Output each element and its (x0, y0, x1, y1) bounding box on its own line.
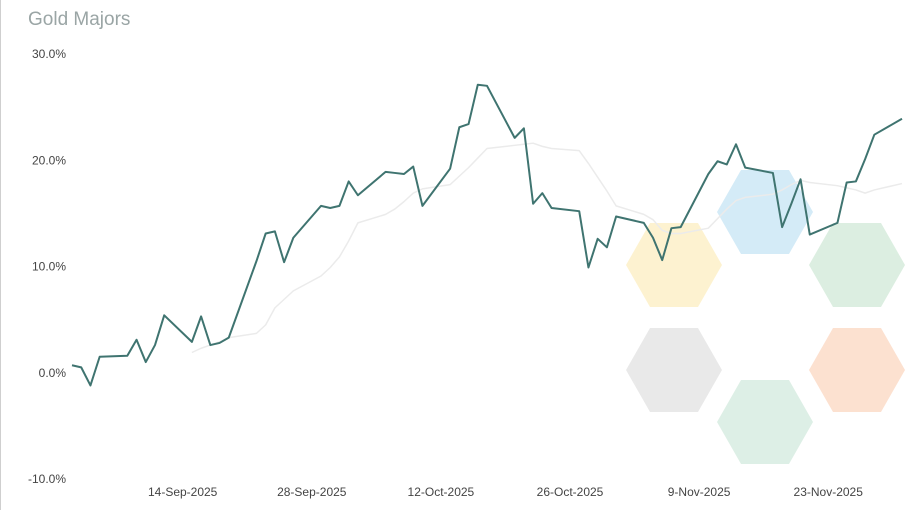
x-tick-label: 9-Nov-2025 (668, 485, 731, 499)
x-tick-label: 23-Nov-2025 (794, 485, 864, 499)
hexagon (626, 328, 722, 412)
hexagon (809, 223, 905, 307)
series-line (191, 142, 903, 354)
y-tick-label: 0.0% (39, 366, 67, 380)
x-tick-label: 12-Oct-2025 (408, 485, 475, 499)
x-tick-label: 14-Sep-2025 (148, 485, 218, 499)
hexagon (717, 170, 813, 254)
y-tick-label: 10.0% (32, 260, 66, 274)
y-tick-label: -10.0% (28, 472, 66, 486)
chart-title: Gold Majors (28, 9, 130, 30)
watermark (626, 170, 905, 464)
hexagon (626, 223, 722, 307)
y-tick-label: 20.0% (32, 153, 66, 167)
x-tick-label: 26-Oct-2025 (537, 485, 604, 499)
series-line (71, 83, 903, 387)
hexagon (717, 380, 813, 464)
y-tick-label: 30.0% (32, 47, 66, 61)
hexagon (809, 328, 905, 412)
x-tick-label: 28-Sep-2025 (277, 485, 347, 499)
